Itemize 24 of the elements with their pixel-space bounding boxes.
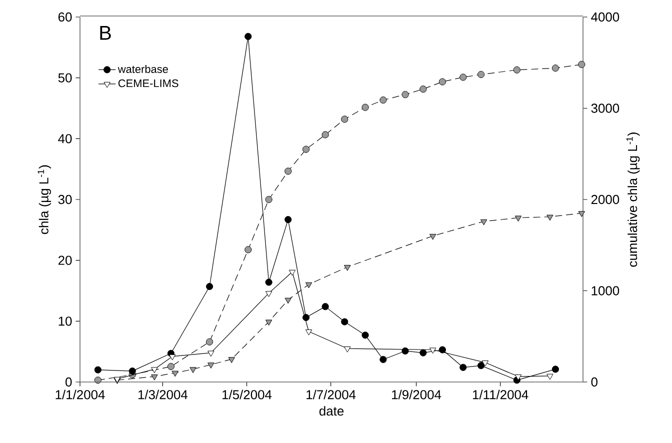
legend-label: CEME-LIMS [118, 79, 178, 88]
y2-tick-label: 0 [591, 377, 598, 387]
x-axis-title: date [319, 406, 344, 416]
y-tick-label: 0 [66, 377, 72, 387]
y-tick-label: 50 [58, 73, 72, 82]
y-tick-label: 20 [58, 256, 72, 265]
annotation: B [100, 26, 111, 40]
x-tick-label: 1/1/2004 [56, 390, 105, 400]
x-tick-label: 1/5/2004 [222, 390, 272, 400]
x-tick-label: 1/7/2004 [306, 390, 356, 400]
x-tick-label: 1/3/2004 [138, 390, 188, 400]
x-tick-label: 1/9/2004 [392, 390, 442, 400]
y-tick-label: 60 [58, 12, 72, 22]
y2-tick-label: 2000 [591, 194, 620, 204]
y2-axis-title: cumulative chla (µg L$^{-1}$) [626, 132, 640, 267]
legend-label: waterbase [118, 64, 168, 74]
y-tick-label: 40 [58, 134, 72, 144]
y-axis-title: chla (µg L$^{-1}$) [38, 165, 51, 234]
y2-tick-label: 1000 [592, 286, 620, 296]
y2-tick-label: 4000 [591, 12, 620, 22]
y-tick-label: 30 [58, 194, 72, 204]
x-tick-label: 1/11/2004 [472, 390, 528, 400]
y-tick-label: 10 [58, 316, 72, 326]
y2-tick-label: 3000 [591, 104, 620, 113]
